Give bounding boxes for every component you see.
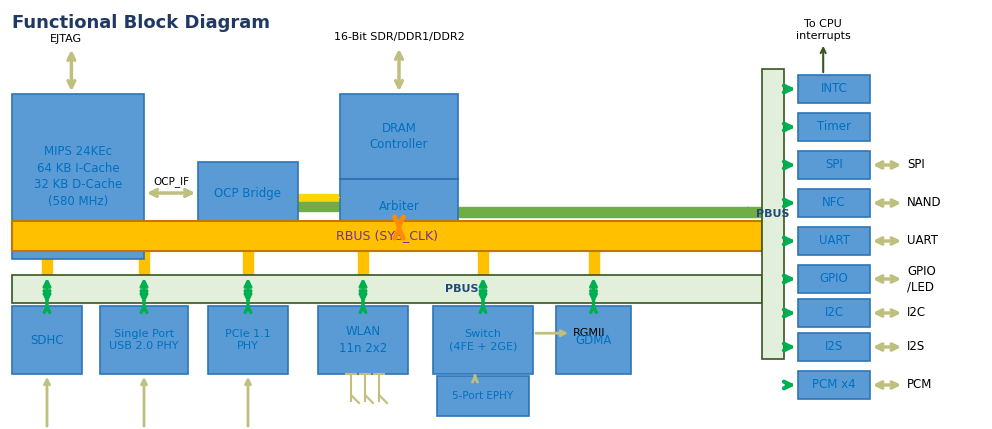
Text: I2S: I2S (907, 341, 926, 353)
Text: RGMII: RGMII (573, 328, 605, 338)
Text: To CPU
interrupts: To CPU interrupts (796, 19, 850, 41)
FancyBboxPatch shape (208, 306, 288, 374)
Text: SPI: SPI (907, 158, 925, 172)
Text: Single Port
USB 2.0 PHY: Single Port USB 2.0 PHY (109, 329, 179, 351)
Text: PCIe 1.1
PHY: PCIe 1.1 PHY (225, 329, 271, 351)
Text: GPIO
/LED: GPIO /LED (907, 265, 935, 293)
FancyBboxPatch shape (12, 221, 762, 251)
Text: GDMA: GDMA (575, 333, 612, 347)
Text: OCP Bridge: OCP Bridge (214, 187, 282, 199)
Text: GPIO: GPIO (819, 272, 848, 286)
FancyBboxPatch shape (556, 306, 631, 374)
Text: OCP_IF: OCP_IF (153, 176, 189, 187)
Text: PBUS: PBUS (756, 209, 790, 219)
Text: PBUS: PBUS (445, 284, 479, 294)
Text: I2S: I2S (825, 341, 843, 353)
Text: WLAN
11n 2x2: WLAN 11n 2x2 (339, 325, 387, 355)
FancyBboxPatch shape (433, 306, 533, 374)
FancyBboxPatch shape (437, 376, 529, 416)
FancyBboxPatch shape (798, 371, 870, 399)
Text: PCM: PCM (907, 378, 932, 392)
Text: 5-Port EPHY: 5-Port EPHY (452, 391, 514, 401)
Text: I2C: I2C (907, 306, 927, 320)
FancyBboxPatch shape (762, 69, 784, 359)
Text: PCM x4: PCM x4 (812, 378, 856, 392)
Text: Switch
(4FE + 2GE): Switch (4FE + 2GE) (448, 329, 517, 351)
Text: DRAM
Controller: DRAM Controller (370, 122, 429, 151)
FancyBboxPatch shape (798, 227, 870, 255)
FancyBboxPatch shape (12, 275, 762, 303)
FancyBboxPatch shape (198, 162, 298, 224)
Text: SPI: SPI (825, 158, 843, 172)
FancyBboxPatch shape (798, 299, 870, 327)
Text: I2C: I2C (824, 306, 843, 320)
Text: RBUS (SYS_CLK): RBUS (SYS_CLK) (336, 230, 438, 242)
FancyBboxPatch shape (12, 94, 144, 259)
FancyBboxPatch shape (798, 113, 870, 141)
FancyBboxPatch shape (798, 189, 870, 217)
Text: INTC: INTC (820, 82, 847, 96)
Text: NAND: NAND (907, 196, 941, 209)
Text: NFC: NFC (822, 196, 846, 209)
FancyBboxPatch shape (798, 333, 870, 361)
Text: SDHC: SDHC (30, 333, 63, 347)
Text: UART: UART (907, 235, 938, 248)
Text: Arbiter: Arbiter (379, 200, 420, 213)
FancyBboxPatch shape (340, 179, 458, 234)
FancyBboxPatch shape (798, 265, 870, 293)
FancyBboxPatch shape (318, 306, 408, 374)
Text: Timer: Timer (817, 121, 851, 133)
Text: EJTAG: EJTAG (50, 34, 81, 44)
Text: Functional Block Diagram: Functional Block Diagram (12, 14, 270, 32)
FancyBboxPatch shape (100, 306, 188, 374)
FancyBboxPatch shape (798, 151, 870, 179)
FancyBboxPatch shape (12, 306, 82, 374)
Text: 16-Bit SDR/DDR1/DDR2: 16-Bit SDR/DDR1/DDR2 (333, 32, 464, 42)
Text: MIPS 24KEc
64 KB I-Cache
32 KB D-Cache
(580 MHz): MIPS 24KEc 64 KB I-Cache 32 KB D-Cache (… (34, 145, 122, 208)
Text: UART: UART (818, 235, 849, 248)
FancyBboxPatch shape (340, 94, 458, 179)
FancyBboxPatch shape (798, 75, 870, 103)
